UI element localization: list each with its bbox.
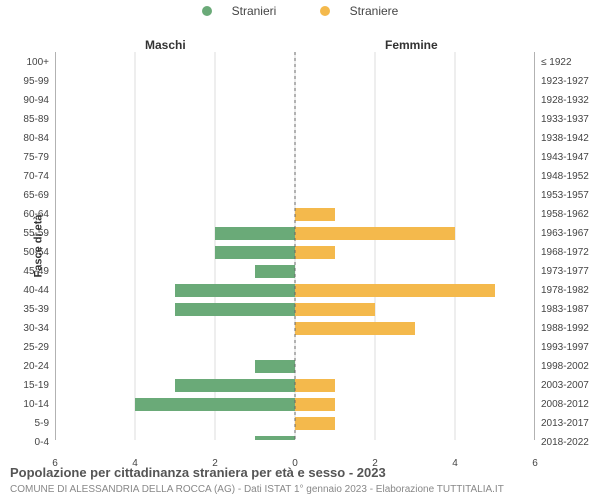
chart-subtitle: COMUNE DI ALESSANDRIA DELLA ROCCA (AG) -… [10,484,504,495]
birth-year-label: 1988-1992 [541,323,589,334]
birth-year-label: 1963-1967 [541,228,589,239]
age-label: 5-9 [9,418,49,429]
x-tick-label: 6 [532,458,538,469]
age-label: 15-19 [9,380,49,391]
birth-year-label: 1993-1997 [541,342,589,353]
birth-year-label: 1998-2002 [541,361,589,372]
pyramid-chart: MaschiFemmine100+≤ 192295-991923-192790-… [55,40,535,440]
legend-female: Straniere [310,4,409,18]
bar-female [295,379,335,392]
birth-year-label: 2008-2012 [541,399,589,410]
legend-male: Stranieri [192,4,287,18]
birth-year-label: 2003-2007 [541,380,589,391]
bar-male [255,265,295,278]
birth-year-label: ≤ 1922 [541,57,572,68]
age-label: 65-69 [9,190,49,201]
bar-female [295,322,415,335]
chart-title: Popolazione per cittadinanza straniera p… [10,465,386,480]
age-label: 75-79 [9,152,49,163]
bar-female [295,246,335,259]
age-label: 100+ [9,57,49,68]
chart-legend: Stranieri Straniere [0,4,600,19]
age-label: 10-14 [9,399,49,410]
birth-year-label: 1958-1962 [541,209,589,220]
legend-female-label: Straniere [350,4,399,18]
left-axis-title: Fasce di età [32,215,44,278]
birth-year-label: 1973-1977 [541,266,589,277]
birth-year-label: 1928-1932 [541,95,589,106]
age-label: 20-24 [9,361,49,372]
bar-male [135,398,295,411]
legend-male-label: Stranieri [232,4,277,18]
bar-male [255,360,295,373]
age-label: 70-74 [9,171,49,182]
birth-year-label: 1968-1972 [541,247,589,258]
age-label: 80-84 [9,133,49,144]
legend-female-swatch [320,6,330,16]
bar-female [295,227,455,240]
bar-female [295,417,335,430]
bar-male [175,303,295,316]
birth-year-label: 1948-1952 [541,171,589,182]
birth-year-label: 1983-1987 [541,304,589,315]
bar-male [175,284,295,297]
age-label: 85-89 [9,114,49,125]
birth-year-label: 2018-2022 [541,437,589,448]
age-label: 35-39 [9,304,49,315]
bar-female [295,208,335,221]
age-label: 95-99 [9,76,49,87]
bar-male [175,379,295,392]
age-label: 90-94 [9,95,49,106]
age-label: 0-4 [9,437,49,448]
bar-female [295,284,495,297]
x-tick-label: 4 [452,458,458,469]
bar-female [295,303,375,316]
birth-year-label: 1938-1942 [541,133,589,144]
bar-male [255,436,295,440]
age-label: 40-44 [9,285,49,296]
bar-male [215,227,295,240]
age-label: 30-34 [9,323,49,334]
birth-year-label: 2013-2017 [541,418,589,429]
legend-male-swatch [202,6,212,16]
birth-year-label: 1923-1927 [541,76,589,87]
birth-year-label: 1978-1982 [541,285,589,296]
bar-female [295,398,335,411]
bar-male [215,246,295,259]
birth-year-label: 1953-1957 [541,190,589,201]
age-label: 25-29 [9,342,49,353]
birth-year-label: 1933-1937 [541,114,589,125]
birth-year-label: 1943-1947 [541,152,589,163]
